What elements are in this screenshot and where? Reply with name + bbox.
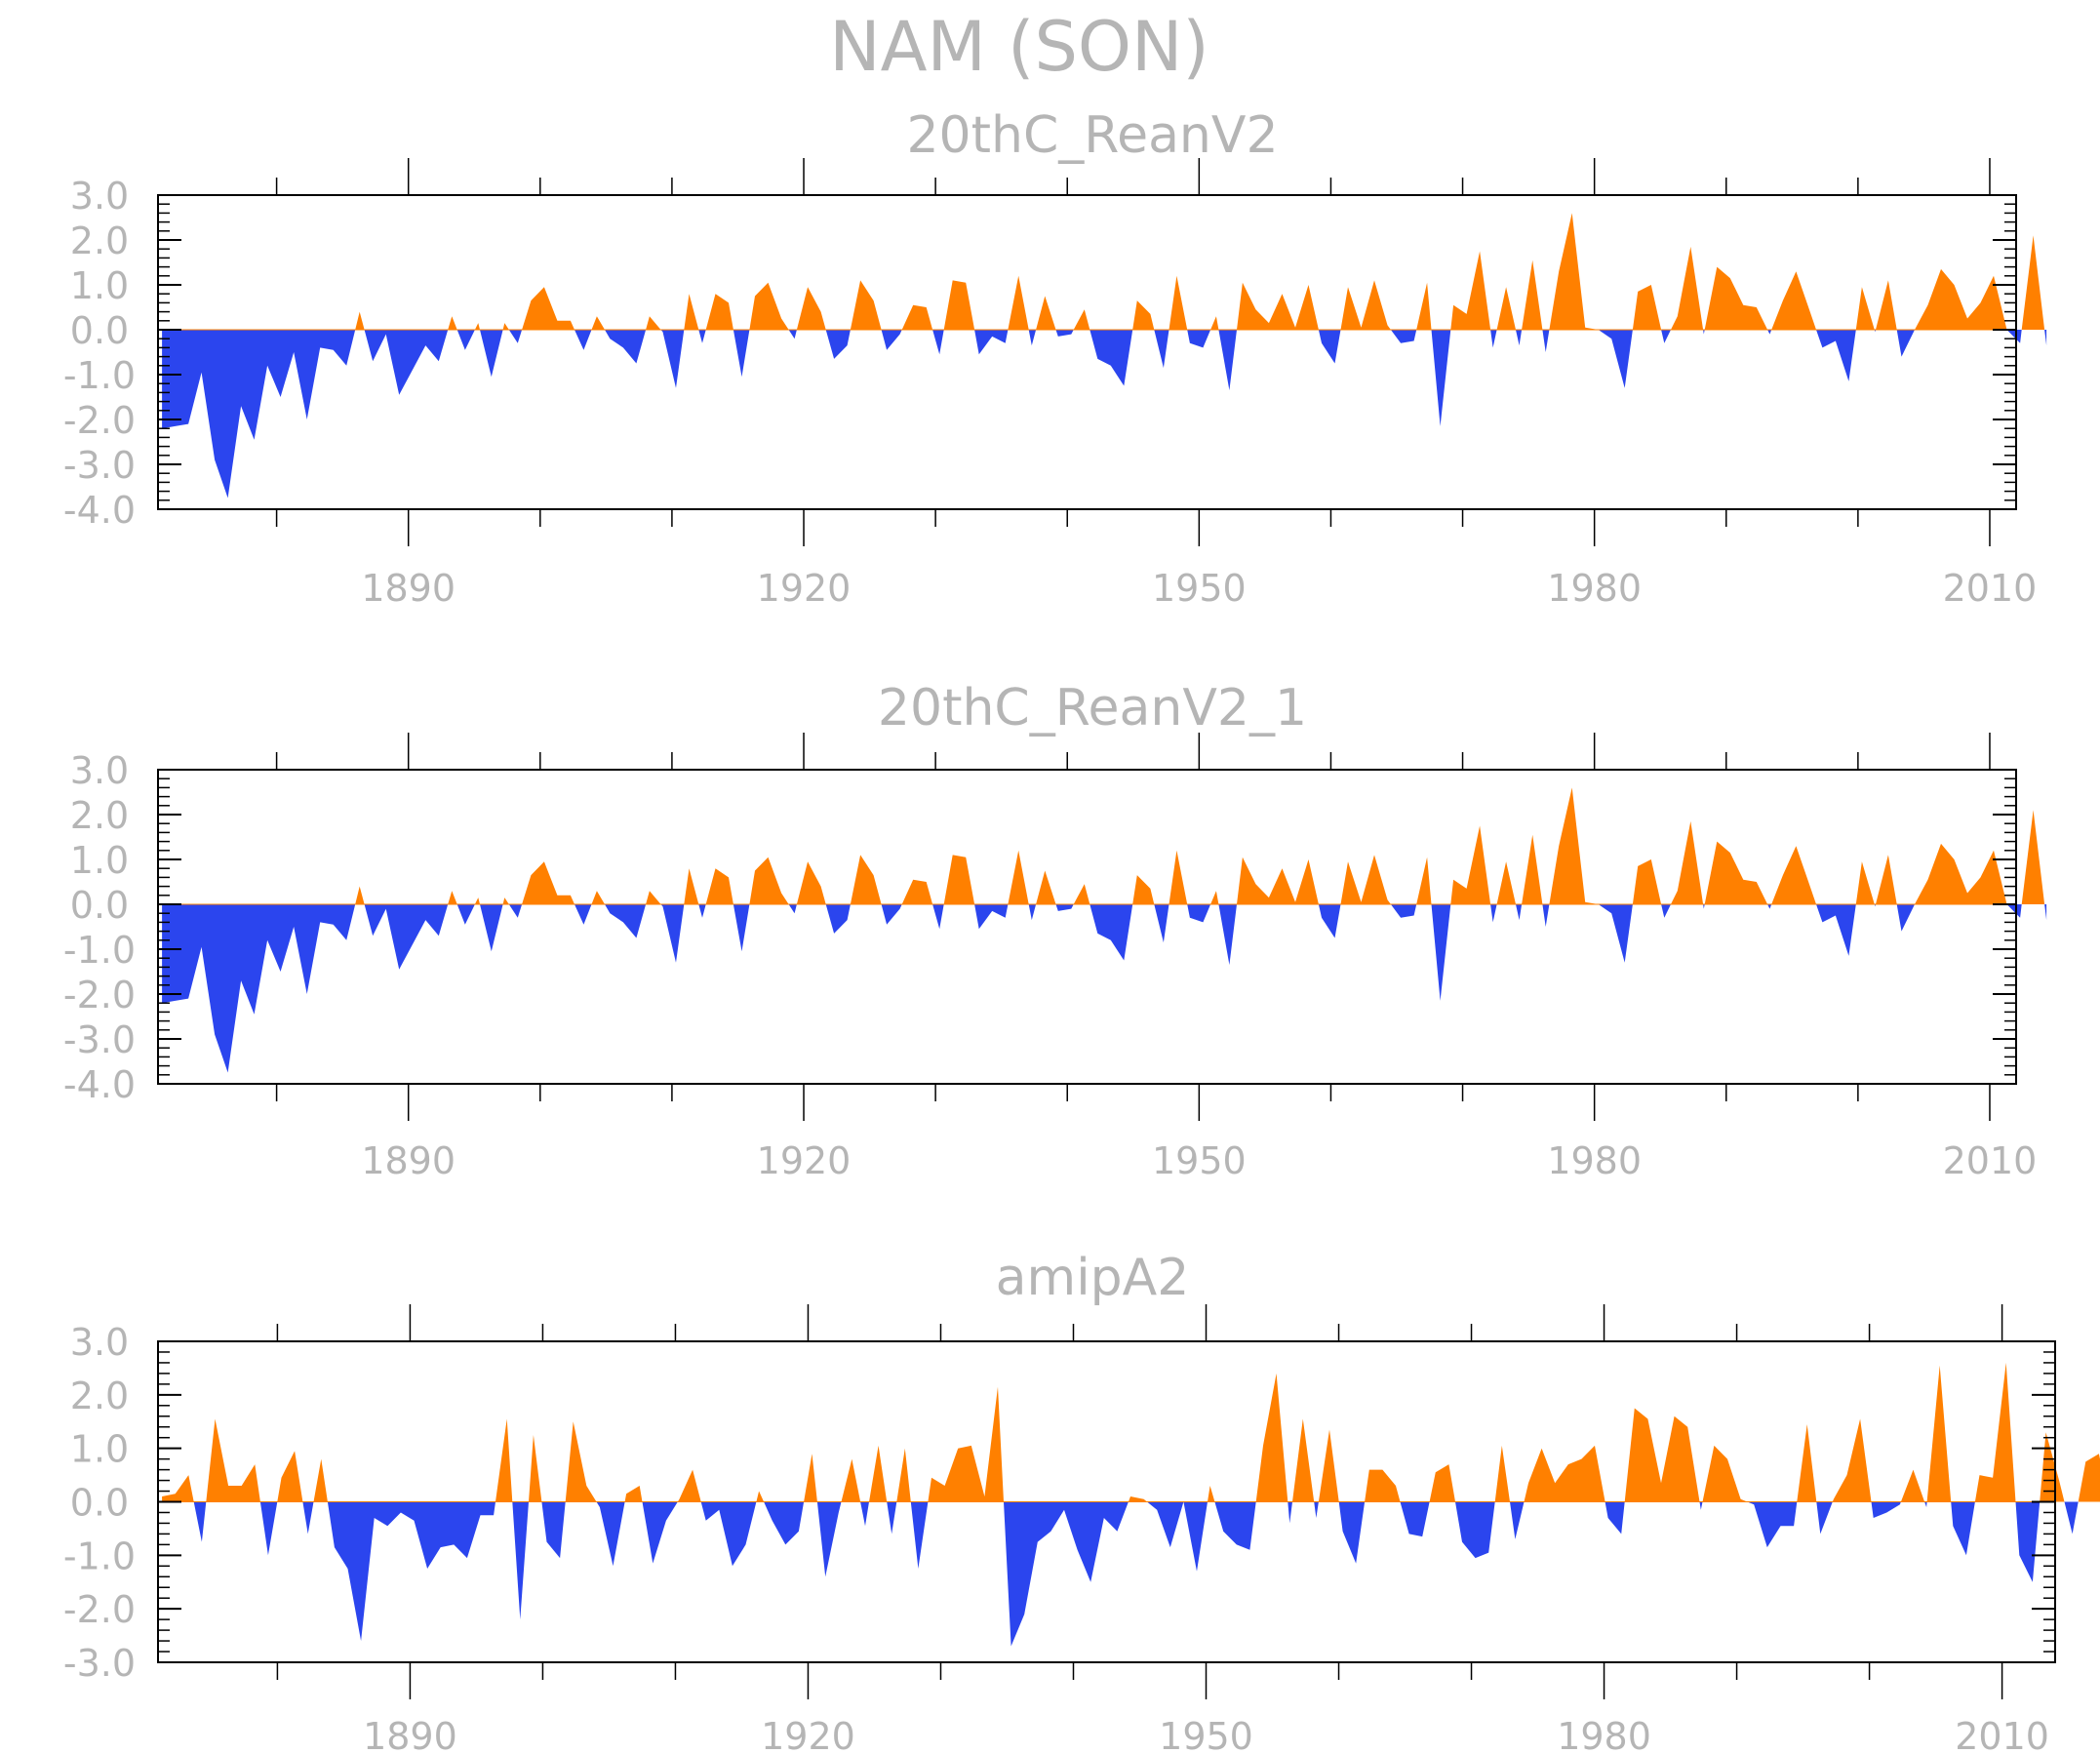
y-tick-label: 2.0 [70,794,129,837]
y-tick-label: -4.0 [63,1063,136,1106]
negative-area [162,1501,2100,1647]
x-tick-label: 1950 [1159,1715,1253,1754]
plot-frame [157,194,2017,510]
y-tick-label: 1.0 [70,264,129,307]
figure-title: NAM (SON) [829,7,1208,87]
y-tick-label: -3.0 [63,444,136,487]
y-tick-label: 0.0 [70,1482,129,1525]
plot-frame [157,769,2017,1085]
y-tick-label: -4.0 [63,489,136,532]
positive-area [162,1362,2100,1502]
panel-amipA2: amipA2 3.0 2.0 1.0 0.0 -1.0 -2.0 -3.0 1890 1920 1… [63,1249,2100,1754]
axes: 3.0 2.0 1.0 0.0 -1.0 -2.0 -3.0 1890 1920 1950 1980… [63,1304,2056,1754]
panel-title: 20thC_ReanV2_1 [878,679,1307,737]
y-tick-label: 1.0 [70,839,129,882]
x-tick-label: 1920 [757,1139,852,1182]
y-tick-label: -3.0 [63,1642,136,1685]
series-area [158,787,2047,1073]
panel-title: 20thC_ReanV2 [906,106,1278,165]
y-tick-label: 0.0 [70,309,129,352]
y-tick-label: 2.0 [70,219,129,262]
y-tick-label: -1.0 [63,354,136,397]
positive-area [162,213,2047,330]
x-tick-label: 1890 [361,1139,456,1182]
x-tick-label: 2010 [1943,567,2038,610]
axes: 3.02.01.00.0-1.0-2.0-3.0-4.0 1890 1920 1950… [63,158,2037,610]
y-tick-label: 3.0 [70,749,129,792]
y-tick-label: 0.0 [70,884,129,927]
series-area [158,213,2047,498]
positive-area [162,787,2047,904]
axes: 3.02.01.00.0-1.0-2.0-3.0-4.0 1890 1920 1950… [63,733,2037,1182]
y-tick-label: 3.0 [70,175,129,218]
x-tick-label: 1980 [1557,1715,1651,1754]
x-tick-label: 1890 [363,1715,457,1754]
y-tick-label: 3.0 [70,1321,129,1364]
negative-area [162,330,2047,498]
y-tick-label: 1.0 [70,1428,129,1471]
negative-area [162,904,2047,1073]
y-tick-label: -1.0 [63,929,136,972]
y-tick-label: -2.0 [63,974,136,1017]
x-tick-label: 2010 [1943,1139,2038,1182]
x-tick-label: 1890 [361,567,456,610]
y-tick-label: 2.0 [70,1375,129,1417]
panel-title: amipA2 [996,1249,1190,1307]
panel-20thC-ReanV2-1: 20thC_ReanV2_1 3.02.01.00.0-1.0-2.0-3.0-… [63,679,2047,1182]
x-tick-label: 1950 [1152,567,1247,610]
panel-20thC-ReanV2: 20thC_ReanV2 3.02.01.00.0-1.0-2.0-3.0-4.… [63,106,2047,610]
y-tick-label: -1.0 [63,1535,136,1577]
y-tick-label: -2.0 [63,1588,136,1631]
x-tick-label: 1980 [1547,567,1642,610]
x-tick-label: 1920 [757,567,852,610]
x-tick-label: 1980 [1547,1139,1642,1182]
x-tick-label: 1920 [761,1715,855,1754]
x-tick-label: 1950 [1152,1139,1247,1182]
x-tick-label: 2010 [1955,1715,2049,1754]
series-area [158,1362,2100,1647]
y-tick-label: -3.0 [63,1018,136,1061]
y-tick-label: -2.0 [63,399,136,442]
